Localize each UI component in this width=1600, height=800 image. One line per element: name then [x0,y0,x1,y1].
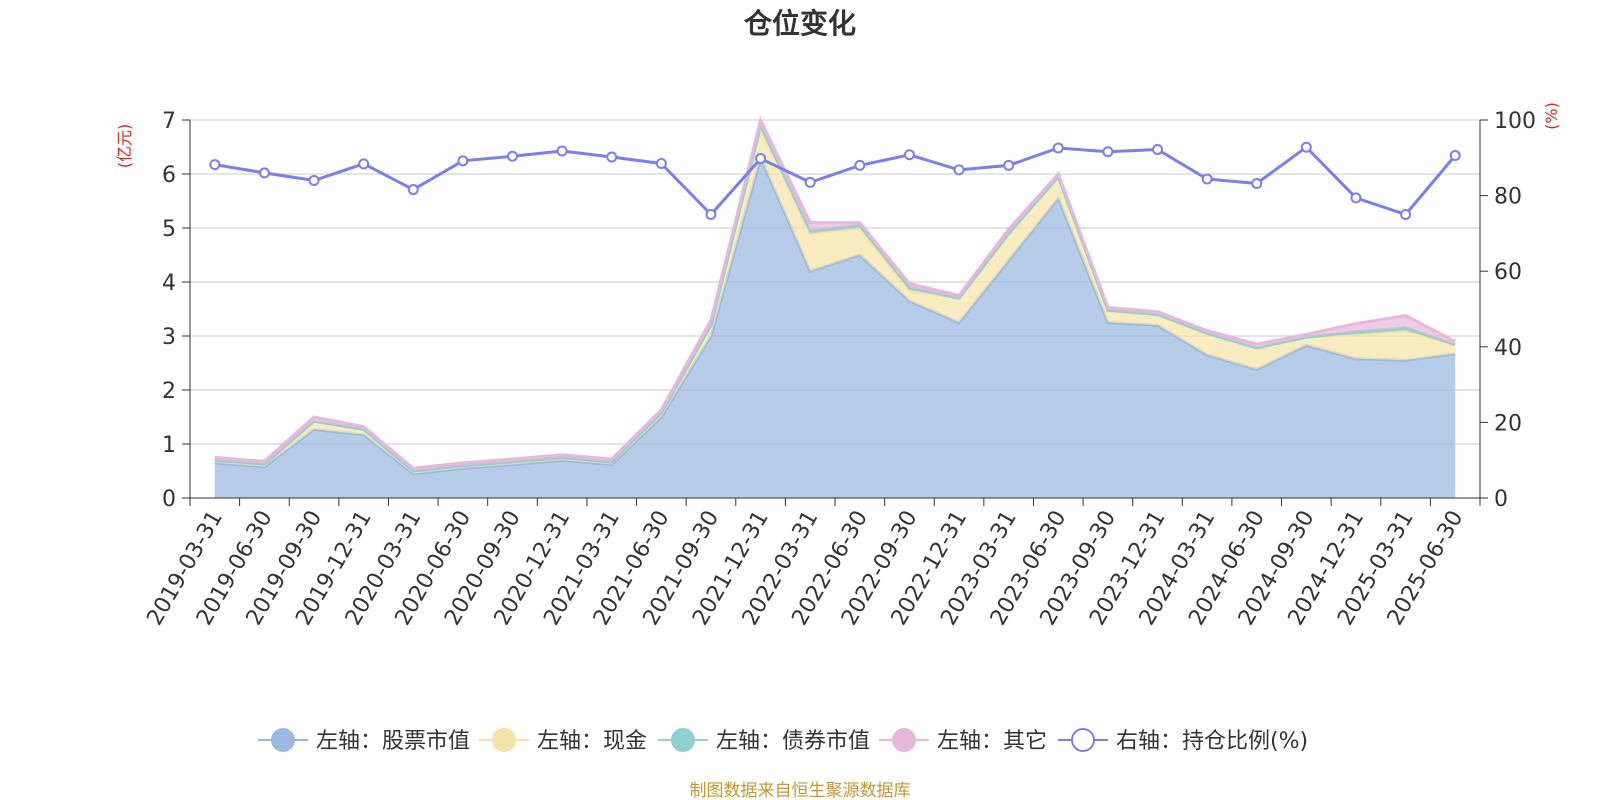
left-tick-label: 1 [162,433,176,458]
line-point [358,158,370,170]
right-tick-label: 0 [1494,487,1508,512]
right-tick-label: 80 [1494,185,1522,210]
line-point [556,145,568,157]
line-point [1052,142,1064,154]
line-point [903,149,915,161]
left-tick-label: 2 [162,379,176,404]
line-point [209,159,221,171]
line-point [1201,173,1213,185]
left-tick-label: 7 [162,109,176,134]
left-axis-unit: (亿元) [115,124,134,169]
line-point [1251,178,1263,190]
legend-marker [1071,728,1095,752]
line-point [457,155,469,167]
legend-label: 左轴：现金 [537,729,647,754]
line-point [705,209,717,220]
line-point [1449,150,1461,162]
legend-marker [892,728,916,752]
right-tick-label: 20 [1494,411,1522,436]
line-point [953,164,965,176]
line-series [209,141,1461,220]
right-tick-label: 40 [1494,336,1522,361]
line-point [407,184,419,196]
right-tick-label: 60 [1494,260,1522,285]
line-point [1300,141,1312,153]
right-axis-unit: (%) [1542,102,1561,130]
line-point [854,159,866,171]
line-point [1152,143,1163,155]
legend-marker [492,728,516,752]
legend-marker [671,728,695,752]
line-point [655,157,667,169]
chart-title: 仓位变化 [744,7,856,40]
line-point [755,153,767,165]
line-point [1350,192,1362,204]
right-tick-label: 100 [1494,109,1536,134]
line-point [1400,209,1412,220]
legend-label: 左轴：其它 [937,729,1047,754]
area-edge-左轴：其它 [214,115,1456,470]
line-point [606,151,618,163]
line-持仓比例 [214,145,1457,217]
left-tick-label: 5 [162,217,176,242]
left-tick-label: 0 [162,487,176,512]
line-point [804,176,816,188]
line-point [308,174,320,186]
legend-label: 左轴：债券市值 [716,729,870,754]
source-note: 制图数据来自恒生聚源数据库 [690,781,911,800]
area-series [214,115,1456,499]
line-point [507,150,518,162]
line-point [1003,159,1015,171]
left-tick-label: 3 [162,325,176,350]
line-point [1102,146,1114,158]
legend-marker [271,728,295,752]
area-左轴：股票市值 [214,157,1456,499]
left-tick-label: 4 [162,271,176,296]
legend: 左轴：股票市值 左轴：现金 左轴：债券市值 左轴：其它 右轴：持仓比例(%) [258,728,1308,754]
legend-label: 右轴：持仓比例(%) [1116,729,1308,754]
left-tick-label: 6 [162,163,176,188]
line-point [258,167,270,179]
legend-label: 左轴：股票市值 [316,729,470,754]
